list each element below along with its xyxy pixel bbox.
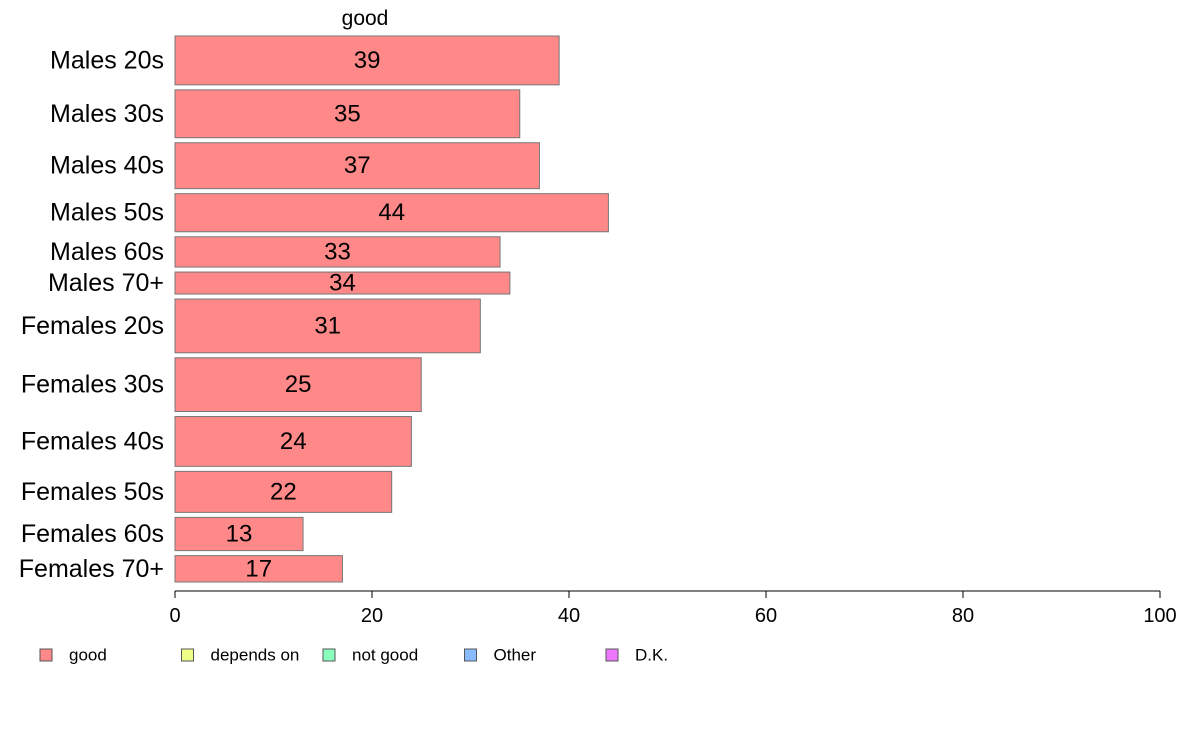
x-tick-label: 40: [558, 605, 580, 627]
data-label: 13: [226, 521, 253, 548]
data-label: 37: [344, 152, 371, 179]
data-label: 22: [270, 478, 297, 505]
bars-group: Males 20s 39 Males 30s 35 Males 40s 37 Males 5…: [19, 35, 609, 583]
bar: [174, 89, 521, 139]
x-tick-label: 0: [169, 605, 180, 627]
category-label: Males 30s: [50, 100, 164, 128]
bar: [174, 271, 511, 295]
category-label: Females 60s: [21, 520, 164, 548]
category-label: Males 40s: [50, 152, 164, 180]
category-label: Males 60s: [50, 238, 164, 266]
category-label: Males 20s: [50, 46, 164, 74]
legend-swatch: [605, 648, 619, 662]
chart-title: good: [342, 7, 389, 30]
legend-swatch: [181, 648, 194, 662]
category-label: Females 40s: [21, 427, 164, 455]
category-label: Females 30s: [21, 371, 164, 399]
legend-swatch: [322, 648, 336, 662]
bar: [174, 142, 540, 190]
data-label: 34: [329, 270, 356, 297]
data-label: 31: [314, 312, 341, 339]
bar: [174, 516, 304, 552]
x-tick-label: 20: [361, 605, 383, 627]
x-tick-label: 100: [1143, 605, 1176, 627]
legend-label: depends on: [211, 646, 300, 665]
legend-label: Other: [494, 646, 537, 665]
legend-label: D.K.: [635, 646, 668, 665]
x-tick-label: 60: [755, 605, 777, 627]
legend-swatch: [464, 648, 477, 662]
bar: [174, 555, 343, 583]
bar: [174, 298, 481, 354]
bar: [174, 416, 412, 467]
category-label: Males 70+: [48, 269, 164, 297]
legend-label: good: [69, 646, 107, 665]
data-label: 33: [324, 238, 351, 265]
bar: [174, 193, 609, 233]
data-label: 17: [245, 555, 272, 582]
x-tick-label: 80: [952, 605, 974, 627]
data-label: 35: [334, 100, 361, 127]
data-label: 44: [378, 199, 405, 226]
bar: [174, 35, 560, 86]
bar: [174, 470, 393, 513]
data-label: 24: [280, 428, 307, 455]
category-label: Males 50s: [50, 199, 164, 227]
x-axis: 0 20 40 60 80 100: [169, 590, 1177, 627]
legend: good depends on not good Other D.K.: [39, 646, 668, 665]
legend-swatch: [39, 648, 53, 662]
category-label: Females 70+: [19, 555, 164, 583]
legend-label: not good: [352, 646, 418, 665]
data-label: 25: [285, 371, 312, 398]
bar: [174, 357, 422, 413]
category-label: Females 50s: [21, 478, 164, 506]
category-label: Females 20s: [21, 312, 164, 340]
data-label: 39: [354, 47, 381, 74]
bar: [174, 236, 501, 268]
